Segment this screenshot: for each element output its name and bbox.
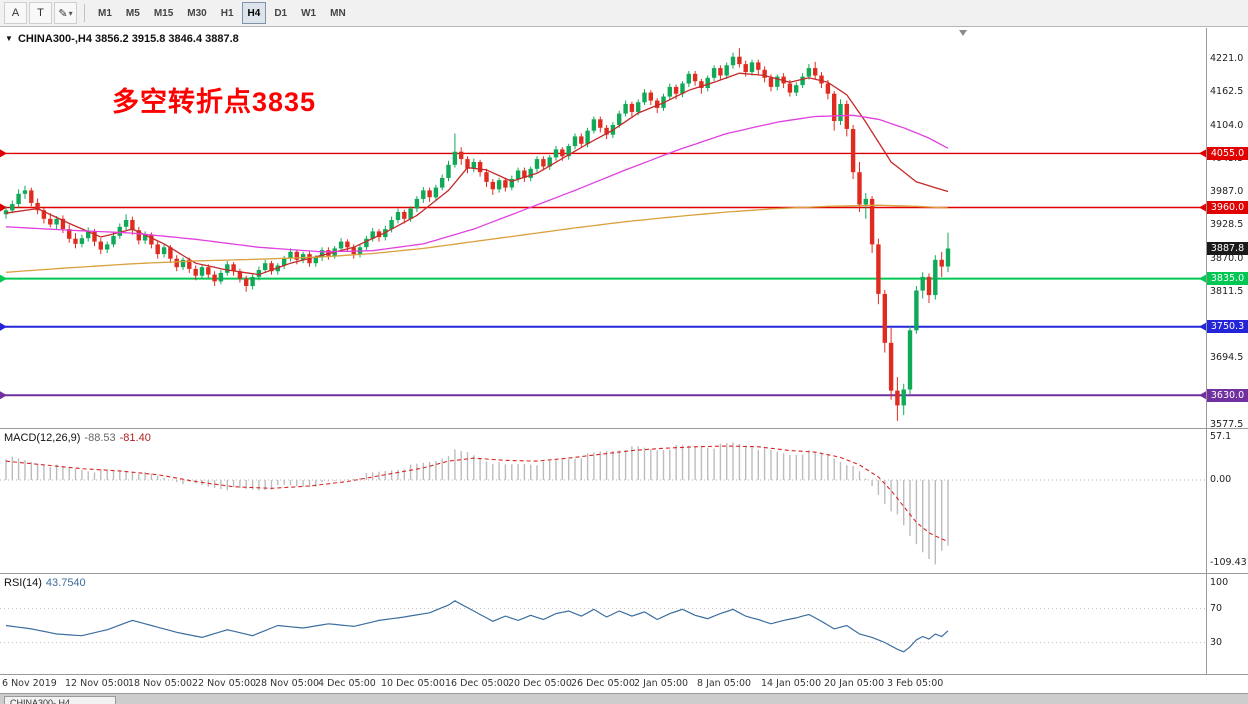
time-axis-label: 28 Nov 05:00 xyxy=(255,678,320,689)
time-axis-label: 14 Jan 05:00 xyxy=(761,678,822,689)
macd-indicator-label: MACD(12,26,9) -88.53 -81.40 xyxy=(4,432,151,444)
top-toolbar: A T ✎ ▾ M1 M5 M15 M30 H1 H4 D1 W1 MN xyxy=(0,0,1248,27)
hline-left-arrow xyxy=(0,322,7,331)
macd-scale-tick: 57.1 xyxy=(1210,431,1232,442)
price-line-badge: 3750.3 xyxy=(1207,320,1248,333)
price-line-badge: 3835.0 xyxy=(1207,272,1248,285)
macd-panel[interactable] xyxy=(0,429,1206,573)
hline-left-arrow xyxy=(0,274,7,283)
time-axis-label: 2 Jan 05:00 xyxy=(634,678,689,689)
macd-signal-line xyxy=(5,445,949,543)
chart-shift-marker[interactable] xyxy=(959,30,967,36)
time-axis-label: 6 Nov 2019 xyxy=(2,678,57,689)
draw-tool-button[interactable]: ✎ ▾ xyxy=(54,2,77,24)
time-axis-label: 12 Nov 05:00 xyxy=(65,678,130,689)
dropdown-arrow-icon: ▾ xyxy=(68,8,73,18)
rsi-value: 43.7540 xyxy=(45,577,86,589)
main-price-chart[interactable] xyxy=(0,28,1206,428)
time-axis-label: 4 Dec 05:00 xyxy=(318,678,376,689)
rsi-scale-tick: 70 xyxy=(1210,603,1223,614)
timeframe-button-D1[interactable]: D1 xyxy=(274,7,288,19)
hline-left-arrow xyxy=(0,149,7,158)
timeframe-toolbar: M1 M5 M15 M30 H1 H4 D1 W1 MN xyxy=(91,2,353,24)
timeframe-button-M1[interactable]: M1 xyxy=(98,7,112,19)
ma-fast-red xyxy=(5,72,949,276)
macd-scale-tick: -109.43 xyxy=(1210,557,1247,568)
timeframe-button-MN[interactable]: MN xyxy=(330,7,346,19)
hline-right-arrow xyxy=(1199,322,1206,331)
toolbar-buttons: A T ✎ ▾ xyxy=(3,2,78,24)
time-axis-label: 20 Jan 05:00 xyxy=(824,678,885,689)
time-axis-label: 18 Nov 05:00 xyxy=(128,678,193,689)
timeframe-button-H4[interactable]: H4 xyxy=(241,2,267,24)
price-tick: 4221.0 xyxy=(1210,53,1244,64)
price-tick: 3987.0 xyxy=(1210,186,1244,197)
time-axis[interactable]: 6 Nov 2019 12 Nov 05:00 18 Nov 05:00 22 Nov… xyxy=(0,675,1248,693)
symbol-dropdown-icon[interactable]: ▼ xyxy=(5,34,13,43)
price-tick: 3694.5 xyxy=(1210,352,1244,363)
hline-right-arrow xyxy=(1199,203,1206,212)
price-scale-border xyxy=(1206,28,1207,675)
hline-left-arrow xyxy=(0,203,7,212)
hline-right-arrow xyxy=(1199,391,1206,400)
timeframe-button-W1[interactable]: W1 xyxy=(301,7,317,19)
price-tick: 4104.0 xyxy=(1210,120,1244,131)
time-axis-label: 3 Feb 05:00 xyxy=(887,678,944,689)
time-axis-label: 10 Dec 05:00 xyxy=(381,678,445,689)
price-tick: 3811.5 xyxy=(1210,286,1244,297)
timeframe-button-M5[interactable]: M5 xyxy=(125,7,140,19)
timeframe-button-H1[interactable]: H1 xyxy=(220,7,234,19)
time-axis-label: 8 Jan 05:00 xyxy=(697,678,752,689)
time-axis-label: 22 Nov 05:00 xyxy=(192,678,257,689)
hline-right-arrow xyxy=(1199,149,1206,158)
timeframe-button-M30[interactable]: M30 xyxy=(187,7,207,19)
rsi-indicator-label: RSI(14) 43.7540 xyxy=(4,577,86,589)
chart-title: ▼ CHINA300-,H4 3856.2 3915.8 3846.4 3887… xyxy=(5,33,239,45)
panel-separator[interactable] xyxy=(0,428,1248,429)
last-price-badge: 3887.8 xyxy=(1207,242,1248,255)
chart-tab[interactable]: CHINA300-,H4 xyxy=(4,696,116,704)
candles xyxy=(3,48,951,421)
price-tick: 3870.0 xyxy=(1210,253,1244,264)
time-axis-label: 20 Dec 05:00 xyxy=(508,678,572,689)
price-line-badge: 3960.0 xyxy=(1207,201,1248,214)
panel-separator[interactable] xyxy=(0,573,1248,574)
chart-area[interactable]: ▼ CHINA300-,H4 3856.2 3915.8 3846.4 3887… xyxy=(0,28,1248,704)
toolbar-separator xyxy=(84,4,85,22)
price-tick: 3928.5 xyxy=(1210,219,1244,230)
chart-annotation-text[interactable]: 多空转折点3835 xyxy=(112,87,317,117)
time-axis-label: 26 Dec 05:00 xyxy=(571,678,635,689)
price-line-badge: 3630.0 xyxy=(1207,389,1248,402)
hline-left-arrow xyxy=(0,391,7,400)
price-tick: 3577.5 xyxy=(1210,419,1244,430)
chart-tabs-bar: CHINA300-,H4 xyxy=(0,693,1248,704)
cursor-tool-button[interactable]: A xyxy=(4,2,27,24)
macd-signal-value: -81.40 xyxy=(119,432,151,444)
ma-slow-orange xyxy=(5,204,949,273)
timeframe-button-M15[interactable]: M15 xyxy=(153,7,174,19)
rsi-scale-tick: 100 xyxy=(1210,577,1229,588)
ma-mid-magenta xyxy=(5,114,949,253)
price-line-badge: 4055.0 xyxy=(1207,147,1248,160)
macd-scale-tick: 0.00 xyxy=(1210,474,1232,485)
current-ohlc-values: 3856.2 3915.8 3846.4 3887.8 xyxy=(95,33,239,45)
macd-histogram xyxy=(5,442,949,565)
rsi-panel[interactable] xyxy=(0,574,1206,674)
hline-right-arrow xyxy=(1199,274,1206,283)
symbol-timeframe-label: CHINA300-,H4 xyxy=(17,33,92,45)
text-tool-button[interactable]: T xyxy=(29,2,52,24)
price-tick: 4162.5 xyxy=(1210,86,1244,97)
rsi-line xyxy=(5,600,949,653)
rsi-scale-tick: 30 xyxy=(1210,637,1223,648)
macd-main-value: -88.53 xyxy=(84,432,116,444)
panel-separator[interactable] xyxy=(0,674,1248,675)
time-axis-label: 16 Dec 05:00 xyxy=(445,678,509,689)
